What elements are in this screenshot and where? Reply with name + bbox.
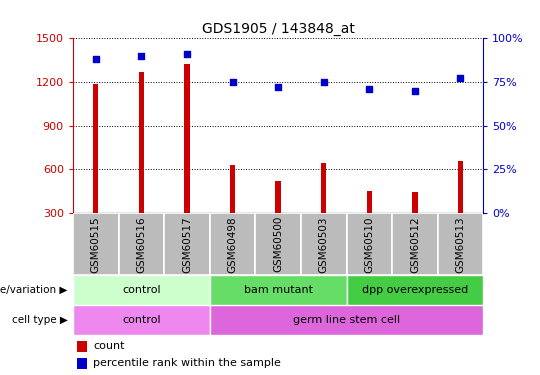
Text: GSM60516: GSM60516 bbox=[136, 216, 146, 273]
Point bbox=[228, 79, 237, 85]
Bar bbox=[230, 165, 235, 257]
Bar bbox=[73, 213, 118, 275]
Bar bbox=[412, 192, 417, 257]
Point bbox=[274, 84, 282, 90]
Bar bbox=[73, 305, 210, 335]
Text: count: count bbox=[93, 341, 125, 351]
Bar bbox=[118, 213, 164, 275]
Text: germ line stem cell: germ line stem cell bbox=[293, 315, 400, 325]
Bar bbox=[210, 213, 255, 275]
Bar bbox=[210, 305, 483, 335]
Point bbox=[91, 56, 100, 62]
Text: GSM60510: GSM60510 bbox=[364, 216, 374, 273]
Text: dpp overexpressed: dpp overexpressed bbox=[362, 285, 468, 295]
Point bbox=[456, 75, 465, 81]
Bar bbox=[321, 164, 327, 257]
Bar bbox=[275, 181, 281, 257]
Text: percentile rank within the sample: percentile rank within the sample bbox=[93, 358, 281, 369]
Bar bbox=[93, 84, 98, 257]
Text: control: control bbox=[122, 285, 160, 295]
Text: GSM60513: GSM60513 bbox=[456, 216, 465, 273]
Bar bbox=[73, 275, 210, 305]
Bar bbox=[255, 213, 301, 275]
Text: genotype/variation ▶: genotype/variation ▶ bbox=[0, 285, 68, 295]
Bar bbox=[347, 213, 392, 275]
Bar bbox=[458, 160, 463, 257]
Bar bbox=[367, 191, 372, 257]
Bar bbox=[347, 275, 483, 305]
Text: GSM60512: GSM60512 bbox=[410, 216, 420, 273]
Text: GSM60498: GSM60498 bbox=[227, 216, 238, 273]
Point bbox=[410, 87, 419, 93]
Bar bbox=[301, 213, 347, 275]
Bar bbox=[164, 213, 210, 275]
Text: GSM60517: GSM60517 bbox=[182, 216, 192, 273]
Bar bbox=[392, 213, 438, 275]
Bar bbox=[77, 358, 87, 369]
Bar bbox=[438, 213, 483, 275]
Point bbox=[319, 79, 328, 85]
Text: GSM60503: GSM60503 bbox=[319, 216, 329, 273]
Point bbox=[183, 51, 191, 57]
Bar bbox=[77, 341, 87, 352]
Bar bbox=[210, 275, 347, 305]
Text: control: control bbox=[122, 315, 160, 325]
Point bbox=[137, 53, 146, 58]
Title: GDS1905 / 143848_at: GDS1905 / 143848_at bbox=[201, 22, 355, 36]
Bar bbox=[184, 64, 190, 257]
Text: GSM60515: GSM60515 bbox=[91, 216, 100, 273]
Point bbox=[365, 86, 374, 92]
Text: GSM60500: GSM60500 bbox=[273, 216, 283, 273]
Bar bbox=[139, 72, 144, 257]
Text: cell type ▶: cell type ▶ bbox=[12, 315, 68, 325]
Text: bam mutant: bam mutant bbox=[244, 285, 313, 295]
